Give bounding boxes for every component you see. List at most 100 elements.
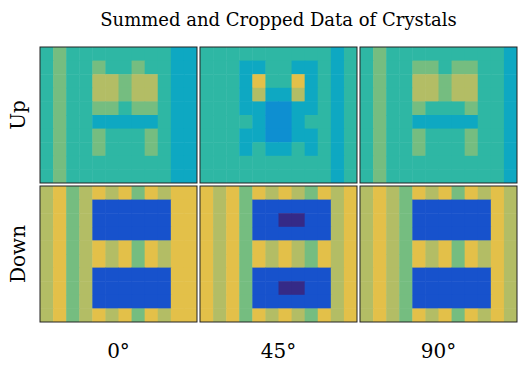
cell: [119, 101, 133, 115]
cell: [79, 281, 93, 295]
cell: [119, 186, 133, 200]
cell: [478, 129, 492, 143]
cell: [158, 200, 172, 214]
cell: [305, 142, 319, 156]
cell: [412, 240, 426, 254]
cell: [465, 213, 479, 227]
cell: [344, 88, 357, 102]
cell: [53, 61, 67, 75]
cell: [279, 156, 293, 170]
col-label: 45°: [261, 339, 296, 363]
panel-frame: [40, 47, 197, 183]
cell: [360, 186, 374, 200]
cell: [66, 268, 80, 282]
cell: [239, 156, 253, 170]
cell: [252, 101, 266, 115]
cell: [105, 101, 119, 115]
cell: [318, 101, 332, 115]
cell: [412, 115, 426, 129]
cell: [53, 142, 67, 156]
cell: [213, 88, 227, 102]
cell: [226, 47, 240, 61]
cell: [92, 61, 106, 75]
cell: [53, 88, 67, 102]
cell: [386, 268, 400, 282]
cell: [279, 295, 293, 309]
cell: [252, 74, 266, 88]
cell: [132, 74, 146, 88]
cell: [265, 101, 279, 115]
cell: [252, 308, 266, 322]
cell: [318, 129, 332, 143]
cell: [386, 200, 400, 214]
cell: [373, 74, 387, 88]
cell: [452, 227, 466, 241]
cell: [252, 142, 266, 156]
cell: [344, 61, 357, 75]
cell: [412, 169, 426, 183]
cell: [360, 308, 374, 322]
cell: [305, 227, 319, 241]
cell: [360, 61, 374, 75]
cell: [386, 227, 400, 241]
cell: [53, 227, 67, 241]
cell: [331, 156, 345, 170]
cell: [105, 213, 119, 227]
cell: [452, 169, 466, 183]
cell: [344, 240, 357, 254]
cell: [318, 254, 332, 268]
cell: [184, 281, 197, 295]
cell: [318, 115, 332, 129]
cell: [504, 308, 517, 322]
cell: [373, 186, 387, 200]
cell: [79, 169, 93, 183]
cell: [265, 240, 279, 254]
panel: [200, 186, 357, 322]
cell: [252, 295, 266, 309]
cell: [425, 200, 439, 214]
cell: [331, 74, 345, 88]
cell: [40, 240, 54, 254]
cell: [53, 156, 67, 170]
cell: [79, 101, 93, 115]
cell: [504, 61, 517, 75]
cell: [439, 200, 453, 214]
cell: [504, 169, 517, 183]
cell: [425, 295, 439, 309]
cell: [452, 156, 466, 170]
cell: [265, 186, 279, 200]
cell: [252, 240, 266, 254]
cell: [92, 227, 106, 241]
cell: [40, 101, 54, 115]
cell: [92, 156, 106, 170]
cell: [452, 281, 466, 295]
cell: [452, 61, 466, 75]
cell: [184, 213, 197, 227]
cell: [491, 186, 505, 200]
cell: [425, 213, 439, 227]
cell: [184, 254, 197, 268]
cell: [66, 156, 80, 170]
cell: [373, 295, 387, 309]
cell: [399, 227, 413, 241]
panel-frame: [40, 186, 197, 322]
cell: [292, 101, 306, 115]
cell: [119, 115, 133, 129]
cell: [145, 156, 159, 170]
cell: [92, 169, 106, 183]
cell: [439, 142, 453, 156]
cell: [305, 115, 319, 129]
cell: [92, 186, 106, 200]
cell: [213, 129, 227, 143]
col-label: 90°: [421, 339, 456, 363]
cell: [279, 142, 293, 156]
cell: [145, 213, 159, 227]
cell: [132, 101, 146, 115]
cell: [53, 47, 67, 61]
cell: [184, 142, 197, 156]
cell: [158, 156, 172, 170]
cell: [439, 268, 453, 282]
cell: [491, 115, 505, 129]
cell: [399, 268, 413, 282]
cell: [119, 129, 133, 143]
